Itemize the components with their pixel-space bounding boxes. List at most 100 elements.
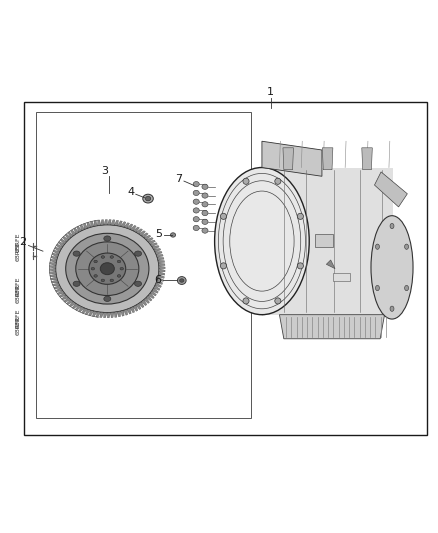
- Polygon shape: [139, 302, 144, 308]
- Polygon shape: [124, 223, 130, 228]
- Polygon shape: [103, 312, 107, 318]
- Polygon shape: [94, 221, 97, 226]
- Polygon shape: [262, 141, 322, 176]
- Polygon shape: [60, 239, 66, 244]
- Ellipse shape: [193, 199, 199, 204]
- Polygon shape: [49, 265, 56, 269]
- Bar: [24, 102, 427, 435]
- Ellipse shape: [405, 286, 409, 290]
- Ellipse shape: [405, 244, 409, 249]
- Polygon shape: [52, 253, 58, 257]
- Polygon shape: [144, 235, 151, 240]
- Polygon shape: [91, 221, 94, 227]
- Ellipse shape: [94, 260, 97, 263]
- Polygon shape: [51, 277, 57, 280]
- Polygon shape: [111, 220, 115, 225]
- Polygon shape: [156, 280, 162, 285]
- Ellipse shape: [202, 228, 208, 233]
- Polygon shape: [117, 311, 121, 317]
- Polygon shape: [157, 277, 164, 281]
- Polygon shape: [75, 305, 81, 310]
- Polygon shape: [69, 302, 76, 306]
- Ellipse shape: [91, 268, 95, 270]
- Polygon shape: [68, 232, 73, 238]
- Polygon shape: [146, 238, 153, 242]
- Polygon shape: [127, 308, 131, 314]
- Polygon shape: [111, 312, 114, 318]
- Polygon shape: [130, 225, 136, 231]
- Ellipse shape: [297, 263, 304, 269]
- Ellipse shape: [193, 208, 199, 213]
- Polygon shape: [155, 283, 162, 287]
- Polygon shape: [141, 300, 147, 305]
- Ellipse shape: [134, 281, 141, 286]
- Ellipse shape: [243, 178, 249, 184]
- Polygon shape: [53, 250, 60, 255]
- Polygon shape: [96, 312, 101, 317]
- Ellipse shape: [134, 251, 141, 256]
- Ellipse shape: [100, 263, 114, 274]
- Polygon shape: [61, 295, 68, 300]
- Ellipse shape: [89, 253, 126, 284]
- Ellipse shape: [101, 279, 105, 281]
- Polygon shape: [49, 269, 56, 271]
- Polygon shape: [152, 246, 159, 249]
- Polygon shape: [85, 309, 91, 314]
- Polygon shape: [51, 280, 58, 283]
- Ellipse shape: [177, 277, 186, 285]
- Polygon shape: [279, 314, 385, 339]
- Polygon shape: [53, 283, 60, 286]
- Polygon shape: [141, 233, 148, 238]
- Polygon shape: [154, 248, 161, 252]
- Polygon shape: [148, 240, 155, 244]
- Polygon shape: [100, 312, 104, 318]
- Polygon shape: [84, 223, 88, 229]
- Ellipse shape: [193, 216, 199, 222]
- Polygon shape: [49, 271, 56, 274]
- Ellipse shape: [145, 197, 151, 201]
- Polygon shape: [159, 266, 165, 269]
- Polygon shape: [50, 274, 57, 277]
- Polygon shape: [101, 220, 104, 225]
- Text: 68RFE: 68RFE: [16, 284, 21, 303]
- Polygon shape: [133, 305, 138, 311]
- Text: 68RFE: 68RFE: [16, 241, 21, 261]
- Polygon shape: [50, 262, 56, 266]
- Ellipse shape: [120, 268, 124, 270]
- Ellipse shape: [215, 167, 309, 314]
- Polygon shape: [57, 290, 64, 295]
- Text: 1: 1: [267, 87, 274, 97]
- Ellipse shape: [117, 260, 121, 263]
- Ellipse shape: [94, 274, 97, 277]
- Polygon shape: [107, 312, 111, 318]
- Polygon shape: [156, 254, 163, 257]
- Text: 6: 6: [154, 274, 161, 285]
- Polygon shape: [159, 263, 165, 266]
- Ellipse shape: [202, 211, 208, 216]
- Polygon shape: [72, 303, 78, 309]
- Ellipse shape: [143, 194, 153, 203]
- Polygon shape: [67, 300, 73, 304]
- Polygon shape: [57, 244, 63, 249]
- Ellipse shape: [375, 286, 379, 290]
- Polygon shape: [150, 290, 156, 296]
- Ellipse shape: [193, 182, 199, 187]
- Ellipse shape: [193, 190, 199, 196]
- Polygon shape: [283, 148, 293, 169]
- Ellipse shape: [56, 225, 159, 313]
- Polygon shape: [114, 312, 117, 318]
- Polygon shape: [89, 310, 94, 316]
- Polygon shape: [55, 247, 61, 252]
- Ellipse shape: [170, 233, 176, 237]
- Polygon shape: [74, 228, 78, 234]
- Polygon shape: [150, 243, 157, 247]
- Ellipse shape: [375, 244, 379, 249]
- Text: 68RFE: 68RFE: [16, 316, 21, 335]
- Ellipse shape: [297, 213, 304, 220]
- Text: 68RFE: 68RFE: [16, 233, 21, 252]
- Polygon shape: [50, 259, 57, 263]
- Polygon shape: [127, 224, 133, 229]
- Text: 7: 7: [175, 174, 182, 184]
- Polygon shape: [104, 220, 107, 225]
- Ellipse shape: [180, 279, 184, 282]
